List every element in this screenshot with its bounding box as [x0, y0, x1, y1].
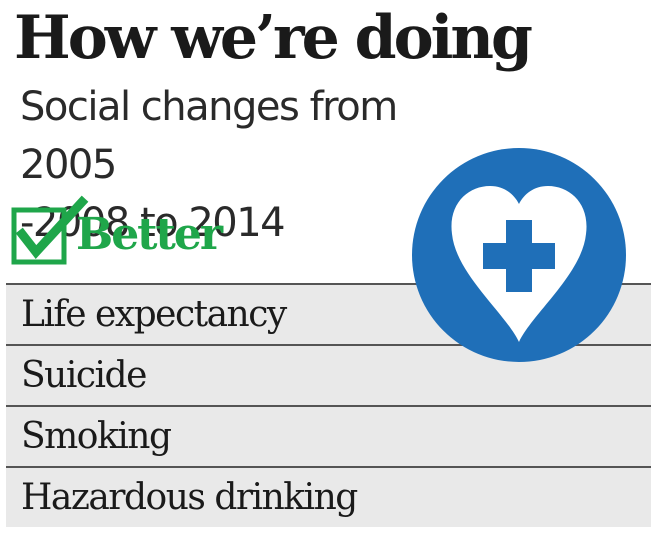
subtitle-line-1: Social changes from 2005: [20, 84, 398, 188]
list-item-smoking: Smoking: [6, 405, 651, 466]
better-label: Better: [76, 209, 223, 260]
check-icon: [11, 195, 89, 265]
better-heading: Better: [11, 195, 223, 267]
list-item-hazardous-drinking: Hazardous drinking: [6, 466, 651, 527]
heart-plus-icon: [410, 146, 628, 364]
page-title: How we’re doing: [14, 3, 533, 73]
